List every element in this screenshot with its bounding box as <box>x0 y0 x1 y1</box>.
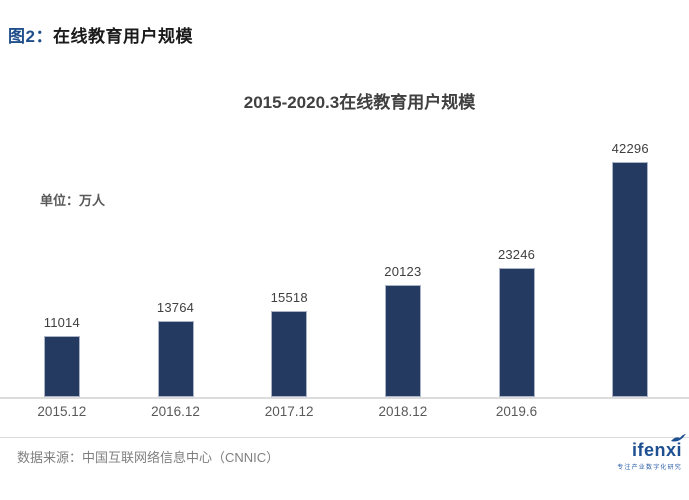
bar-column: 15518 <box>232 290 346 397</box>
bar-column: 13764 <box>119 300 233 397</box>
bird-icon <box>671 434 686 442</box>
ifenxi-logo: ifenxi 专注产业数字化研究 <box>617 434 686 471</box>
chart-title: 2015-2020.3在线教育用户规模 <box>243 93 476 112</box>
bar <box>157 321 194 397</box>
logo-tagline: 专注产业数字化研究 <box>617 465 682 471</box>
data-source-note: 数据来源：中国互联网络信息中心（CNNIC） <box>17 450 280 465</box>
bar-value-label: 20123 <box>384 264 422 279</box>
x-axis-label: 2017.12 <box>264 404 314 419</box>
bar-plot-area: 11014 13764 15518 20123 23246 42296 <box>5 120 687 397</box>
bar-value-label: 42296 <box>611 141 649 156</box>
footer-divider <box>0 437 689 438</box>
figure-number: 图2： <box>8 27 53 46</box>
x-axis-label: 2019.6 <box>495 404 538 419</box>
bar <box>498 268 535 397</box>
x-axis-label: 2016.12 <box>151 404 200 419</box>
bar-value-label: 11014 <box>43 315 80 330</box>
x-axis-label <box>573 404 687 419</box>
x-axis-label: 2018.12 <box>378 404 428 419</box>
bar-value-label: 23246 <box>497 247 536 262</box>
bar-column: 23246 <box>460 247 574 397</box>
figure-header: 图2：在线教育用户规模 <box>8 22 193 47</box>
bar <box>271 311 308 397</box>
bar-column: 11014 <box>5 315 119 397</box>
bar <box>612 162 649 397</box>
bar-column: 42296 <box>573 141 687 397</box>
bar <box>384 285 421 397</box>
bar <box>43 336 80 397</box>
bar-value-label: 13764 <box>156 300 195 315</box>
x-axis-label: 2015.12 <box>37 404 87 419</box>
logo-wordmark: ifenxi <box>631 434 686 460</box>
unit-label: 单位：万人 <box>40 193 106 208</box>
x-axis-line <box>0 397 689 399</box>
bar-value-label: 15518 <box>270 290 308 305</box>
figure-title: 在线教育用户规模 <box>52 27 193 46</box>
logo-wordmark-text: ifenxi <box>631 440 682 460</box>
x-axis-labels: 2015.12 2016.12 2017.12 2018.12 2019.6 <box>5 404 687 419</box>
bar-column: 20123 <box>346 264 460 397</box>
